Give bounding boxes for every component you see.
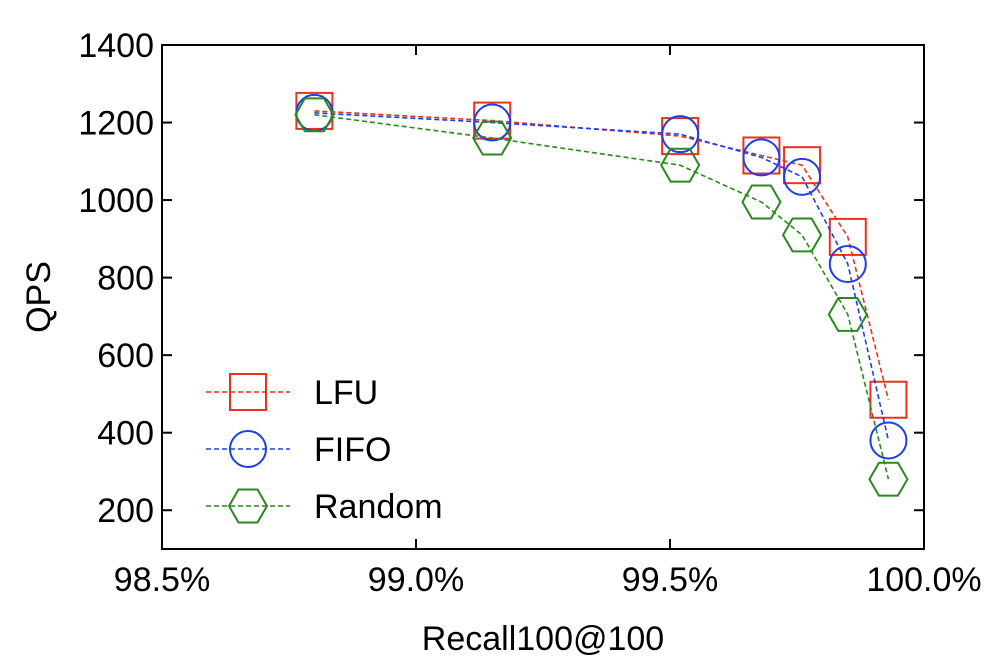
x-tick-label: 100.0% bbox=[866, 561, 981, 599]
y-tick-label: 1200 bbox=[78, 105, 154, 143]
data-point-fifo bbox=[783, 157, 822, 196]
legend-item-fifo: FIFO bbox=[206, 430, 391, 469]
legend-item-random: Random bbox=[206, 488, 443, 526]
data-point-lfu bbox=[828, 217, 867, 256]
data-point-random bbox=[660, 147, 701, 183]
x-tick-label: 99.5% bbox=[622, 561, 718, 599]
data-point-random bbox=[781, 217, 823, 253]
legend-label-lfu: LFU bbox=[314, 374, 378, 412]
y-tick-label: 200 bbox=[97, 492, 154, 530]
ticks-layer: 98.5% 99.0% 99.5% 100.0% 200 400 600 800 1000 120… bbox=[78, 27, 981, 599]
legend-marker-lfu bbox=[229, 373, 267, 411]
legend: LFU FIFO Random bbox=[206, 373, 443, 526]
series-fifo bbox=[295, 93, 908, 460]
y-tick-label: 1400 bbox=[78, 27, 154, 65]
y-tick-label: 800 bbox=[97, 260, 154, 298]
data-point-fifo bbox=[742, 138, 781, 177]
y-axis-title: QPS bbox=[20, 261, 58, 333]
x-tick-label: 98.5% bbox=[114, 561, 210, 599]
series-line-random bbox=[314, 113, 890, 480]
data-point-random bbox=[294, 97, 335, 133]
series-random bbox=[294, 97, 909, 497]
legend-item-lfu: LFU bbox=[206, 373, 378, 412]
series-lfu bbox=[295, 91, 908, 419]
legend-label-fifo: FIFO bbox=[314, 431, 391, 469]
data-point-random bbox=[868, 461, 909, 497]
data-point-fifo bbox=[661, 115, 700, 154]
data-point-fifo bbox=[869, 421, 908, 460]
legend-marker-fifo bbox=[229, 430, 267, 468]
y-tick-label: 600 bbox=[97, 337, 154, 375]
data-point-fifo bbox=[828, 245, 867, 284]
y-tick-label: 1000 bbox=[78, 182, 154, 220]
legend-label-random: Random bbox=[314, 488, 443, 526]
data-point-lfu bbox=[869, 380, 908, 419]
x-axis-title: Recall100@100 bbox=[422, 620, 664, 658]
data-point-fifo bbox=[473, 103, 512, 142]
x-tick-label: 99.0% bbox=[368, 561, 464, 599]
data-point-random bbox=[741, 184, 782, 220]
data-point-lfu bbox=[783, 146, 822, 185]
legend-marker-random bbox=[227, 488, 269, 524]
data-point-random bbox=[827, 296, 868, 332]
series-line-fifo bbox=[314, 112, 890, 441]
data-point-random bbox=[472, 120, 513, 156]
plot-area-frame bbox=[161, 44, 925, 550]
y-tick-label: 400 bbox=[97, 415, 154, 453]
series-layer bbox=[294, 91, 909, 497]
